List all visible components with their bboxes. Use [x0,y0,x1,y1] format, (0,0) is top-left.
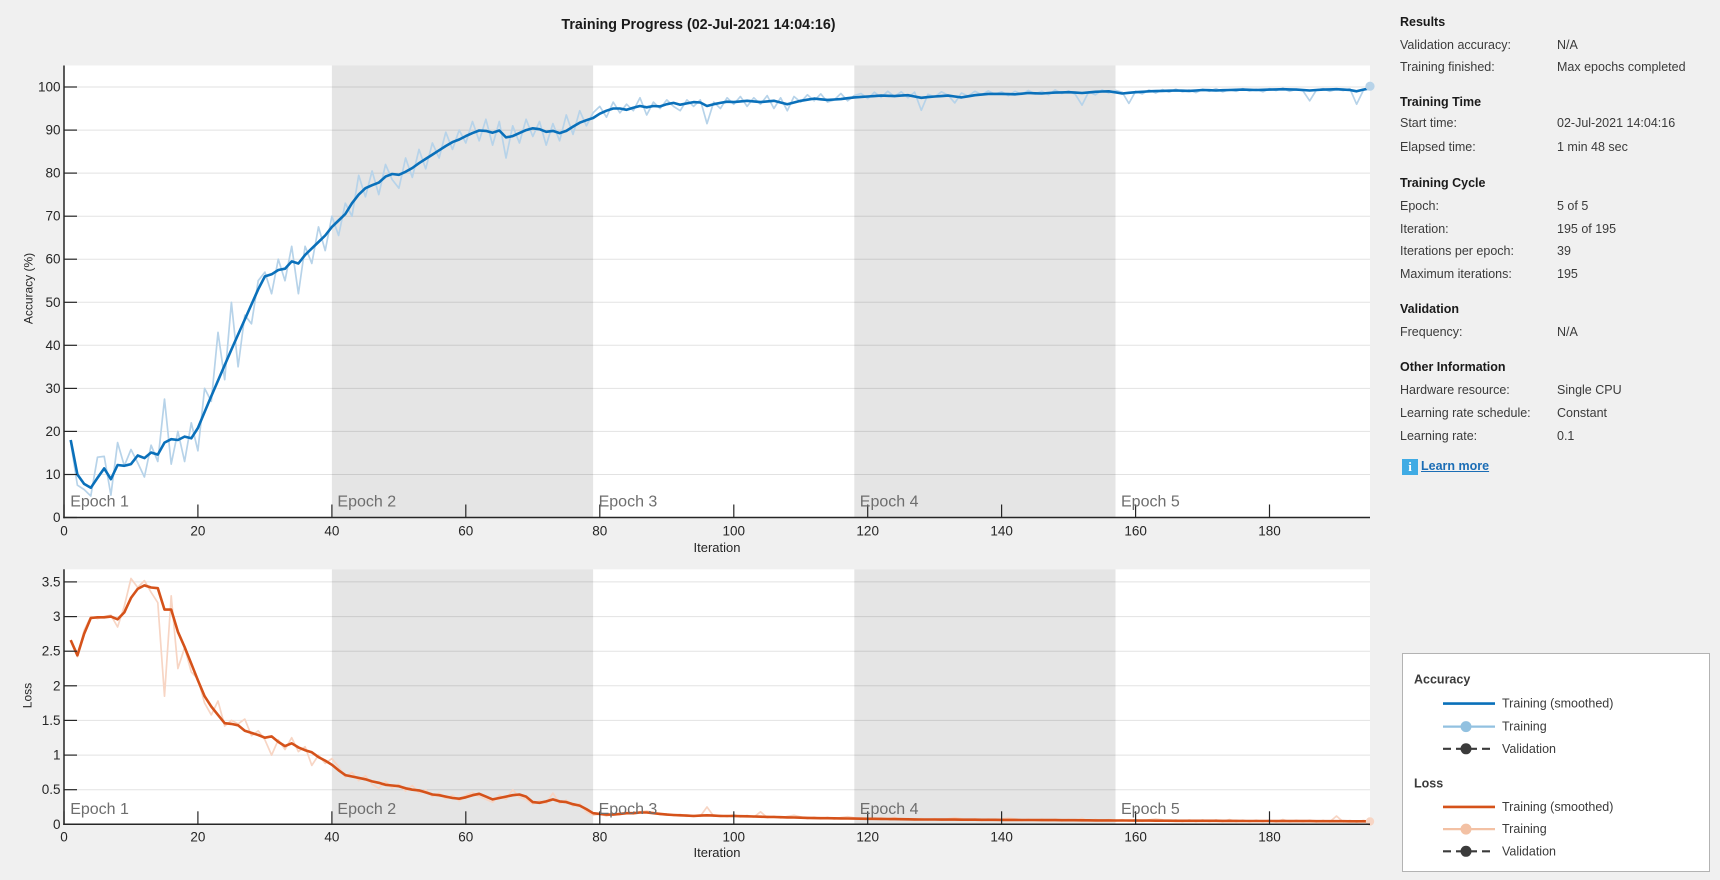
svg-text:20: 20 [45,424,60,439]
svg-text:Epoch 3: Epoch 3 [599,494,658,511]
svg-text:2.5: 2.5 [42,644,61,659]
svg-text:3.5: 3.5 [42,574,61,589]
svg-text:Accuracy (%): Accuracy (%) [22,253,36,324]
svg-text:Iteration: Iteration [694,540,741,555]
svg-text:0: 0 [60,524,68,539]
svg-text:Epoch 1: Epoch 1 [70,494,129,511]
svg-text:80: 80 [45,166,60,181]
svg-text:40: 40 [45,338,60,353]
svg-text:Epoch 2: Epoch 2 [337,801,396,818]
svg-text:Epoch 4: Epoch 4 [860,494,919,511]
svg-text:120: 120 [856,524,879,539]
svg-text:0.5: 0.5 [42,782,61,797]
svg-text:Training (smoothed): Training (smoothed) [1502,800,1613,814]
svg-text:40: 40 [324,830,339,845]
svg-text:Training (smoothed): Training (smoothed) [1502,697,1613,711]
svg-text:Epoch 2: Epoch 2 [337,494,396,511]
svg-text:0: 0 [53,510,61,525]
svg-text:Loss: Loss [21,683,35,708]
svg-text:2: 2 [53,678,61,693]
svg-text:Validation: Validation [1502,742,1556,756]
svg-text:80: 80 [592,830,607,845]
svg-text:160: 160 [1124,524,1147,539]
svg-text:1.5: 1.5 [42,713,61,728]
svg-text:Epoch 4: Epoch 4 [860,801,919,818]
svg-text:Epoch 5: Epoch 5 [1121,801,1180,818]
svg-text:Accuracy: Accuracy [1414,673,1470,687]
svg-text:160: 160 [1124,830,1147,845]
svg-text:80: 80 [592,524,607,539]
svg-text:Validation: Validation [1502,844,1556,858]
svg-text:Training Progress (02-Jul-2021: Training Progress (02-Jul-2021 14:04:16) [561,17,835,33]
svg-text:0: 0 [60,830,68,845]
svg-text:Training: Training [1502,720,1547,734]
svg-text:Iteration: Iteration [694,845,741,860]
svg-text:60: 60 [45,252,60,267]
svg-text:Epoch 5: Epoch 5 [1121,494,1180,511]
svg-text:60: 60 [458,524,473,539]
svg-text:Loss: Loss [1414,776,1443,790]
svg-text:20: 20 [190,830,205,845]
svg-text:3: 3 [53,609,61,624]
svg-text:30: 30 [45,381,60,396]
svg-text:50: 50 [45,295,60,310]
svg-text:140: 140 [990,524,1013,539]
svg-text:100: 100 [723,524,746,539]
svg-text:90: 90 [45,123,60,138]
svg-text:100: 100 [38,80,61,95]
svg-text:180: 180 [1258,830,1281,845]
svg-text:140: 140 [990,830,1013,845]
svg-text:180: 180 [1258,524,1281,539]
svg-text:60: 60 [458,830,473,845]
svg-text:0: 0 [53,817,61,832]
svg-text:Epoch 1: Epoch 1 [70,801,129,818]
svg-text:1: 1 [53,748,61,763]
svg-text:100: 100 [723,830,746,845]
svg-text:40: 40 [324,524,339,539]
svg-text:Training: Training [1502,822,1547,836]
svg-text:70: 70 [45,209,60,224]
svg-text:20: 20 [190,524,205,539]
svg-text:120: 120 [856,830,879,845]
svg-text:10: 10 [45,467,60,482]
svg-text:Epoch 3: Epoch 3 [599,801,658,818]
